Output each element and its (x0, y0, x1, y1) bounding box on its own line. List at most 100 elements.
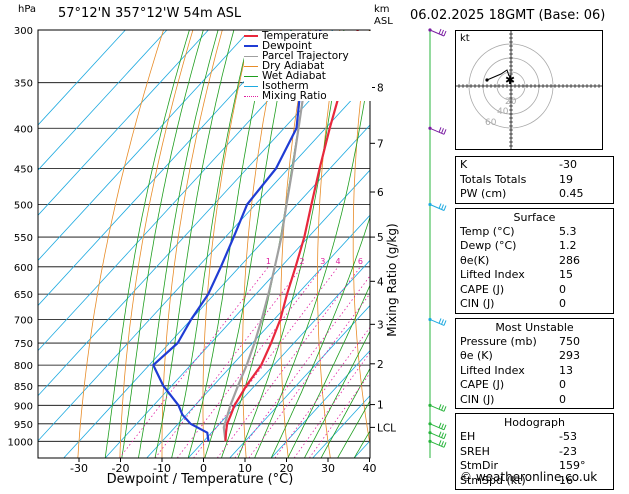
legend-swatch (244, 85, 258, 87)
surface-row: Lifted Index 15 (460, 268, 609, 283)
km-tick-label: 7 (377, 138, 384, 150)
km-tick-label: 6 (377, 187, 384, 199)
wet-adiabat-line (104, 30, 190, 458)
dry-adiabat-line (161, 30, 223, 458)
legend-swatch (244, 35, 258, 37)
surface-row-value: 1.2 (559, 239, 577, 252)
pressure-tick-label: 1000 (8, 437, 33, 448)
surface-row-value: 0 (559, 282, 566, 296)
surface-row-value: 5.3 (559, 224, 577, 238)
isotherm-line (38, 30, 251, 261)
wind-barb-flag (441, 128, 444, 134)
mixing-ratio-label: 3 (320, 257, 325, 266)
isotherm-line (270, 350, 370, 458)
surface-row-value: 0 (559, 297, 566, 310)
most-unstable-row: Lifted Index 13 (460, 364, 609, 379)
surface-row: θe(K) 286 (460, 254, 609, 269)
most-unstable-row-value: 13 (559, 363, 573, 377)
wind-barb-flag (438, 28, 442, 35)
wind-barb-flag (443, 205, 447, 211)
most-unstable-row: θe (K) 293 (460, 349, 609, 364)
wet-adiabat-line (270, 215, 370, 458)
indices-row: Totals Totals 19 (460, 173, 609, 188)
hodograph-table-row-value: -53 (559, 430, 577, 443)
wind-barb-flag (441, 432, 444, 438)
km-tick-label: 2 (377, 359, 384, 371)
legend-label: Wet Adiabat (262, 70, 326, 82)
surface-row-value: 15 (559, 268, 573, 281)
most-unstable-row-value: 0 (559, 378, 566, 391)
wind-barb-flag (443, 129, 447, 135)
wind-barb-flag (443, 442, 447, 448)
km-tick-label: LCL (377, 422, 396, 434)
most-unstable-row: CAPE (J) 0 (460, 378, 609, 393)
datetime-label: 06.02.2025 18GMT (Base: 06) (410, 8, 606, 23)
mixing-ratio-line (309, 372, 370, 458)
legend-swatch (244, 45, 258, 47)
indices-row-label: PW (cm) (460, 187, 507, 200)
mixing-ratio-label: 1 (266, 257, 271, 266)
wind-barb-flag (441, 423, 444, 429)
legend: Temperature Dewpoint Parcel Trajectory Dry … (244, 31, 372, 101)
km-tick-label: 4 (377, 276, 384, 288)
pressure-tick-label: 500 (14, 201, 33, 212)
dry-adiabat-line (77, 30, 164, 458)
wind-barb-flag (441, 441, 444, 447)
mixing-ratio-label: 25 (441, 257, 451, 266)
wet-adiabat-line (187, 30, 271, 458)
km-tick-label: 1 (377, 400, 384, 412)
wet-adiabat-line (121, 30, 204, 458)
mixing-ratio-label: 20 (427, 257, 437, 266)
x-tick-label: 40 (363, 462, 377, 475)
most-unstable-row-value: 293 (559, 349, 580, 362)
surface-row: Temp (°C) 5.3 (460, 225, 609, 240)
x-tick-label: -30 (70, 462, 88, 475)
isotherm-line (38, 30, 292, 307)
wind-barb-flag (438, 203, 442, 209)
legend-item: Isotherm (244, 81, 372, 91)
wind-barb-flag (438, 318, 442, 324)
hodograph-unit-label: kt (460, 33, 470, 44)
sounding-indices-panel: K -30 Totals Totals 19 PW (cm) 0.45 Surface T… (455, 156, 614, 494)
most-unstable-box: Most Unstable Pressure (mb) 750 θe (K) 293 L… (455, 317, 614, 409)
hodograph-table-row-label: SREH (460, 444, 490, 458)
dry-adiabat-line (202, 30, 253, 458)
dry-adiabat-line (421, 30, 456, 458)
pressure-tick-label: 650 (14, 290, 33, 301)
hodograph-table-row-label: StmDir (460, 459, 499, 472)
surface-title: Surface (513, 210, 556, 224)
most-unstable-row: CIN (J) 0 (460, 393, 609, 408)
pressure-tick-label: 750 (14, 339, 33, 350)
pressure-tick-label: 600 (14, 263, 33, 274)
x-axis-label: Dewpoint / Temperature (°C) (107, 472, 294, 486)
wet-adiabat-line (204, 30, 292, 458)
pressure-unit-label: hPa (18, 4, 37, 15)
pressure-tick-label: 700 (14, 315, 33, 326)
wet-adiabat-line (337, 400, 370, 458)
x-tick-label: 0 (200, 462, 207, 475)
wind-barb-flag (438, 440, 442, 446)
wind-barb-flag (438, 422, 442, 428)
pressure-tick-label: 450 (14, 165, 33, 176)
copyright-label: © weatheronline.co.uk (460, 470, 598, 484)
mixing-ratio-line (216, 266, 361, 458)
most-unstable-row-label: θe (K) (460, 349, 493, 362)
wind-barb-flag (438, 127, 442, 133)
surface-row-label: θe(K) (460, 253, 490, 267)
most-unstable-row: Pressure (mb) 750 (460, 335, 609, 350)
most-unstable-row-label: Pressure (mb) (460, 334, 537, 348)
most-unstable-row-value: 750 (559, 334, 580, 348)
pressure-tick-label: 800 (14, 361, 33, 372)
mixing-ratio-label: 2 (299, 257, 304, 266)
legend-label: Dewpoint (262, 40, 312, 52)
mixing-ratio-line (154, 266, 303, 458)
isotherm-line (63, 124, 370, 458)
hodograph-table-row: EH -53 (460, 430, 609, 445)
km-tick-label: 5 (377, 232, 384, 244)
pressure-tick-label: 950 (14, 420, 33, 431)
dewpoint-line (152, 30, 322, 442)
wet-adiabat-line (320, 367, 370, 458)
x-tick-label: -10 (153, 462, 171, 475)
mixing-ratio-label: 6 (358, 257, 363, 266)
